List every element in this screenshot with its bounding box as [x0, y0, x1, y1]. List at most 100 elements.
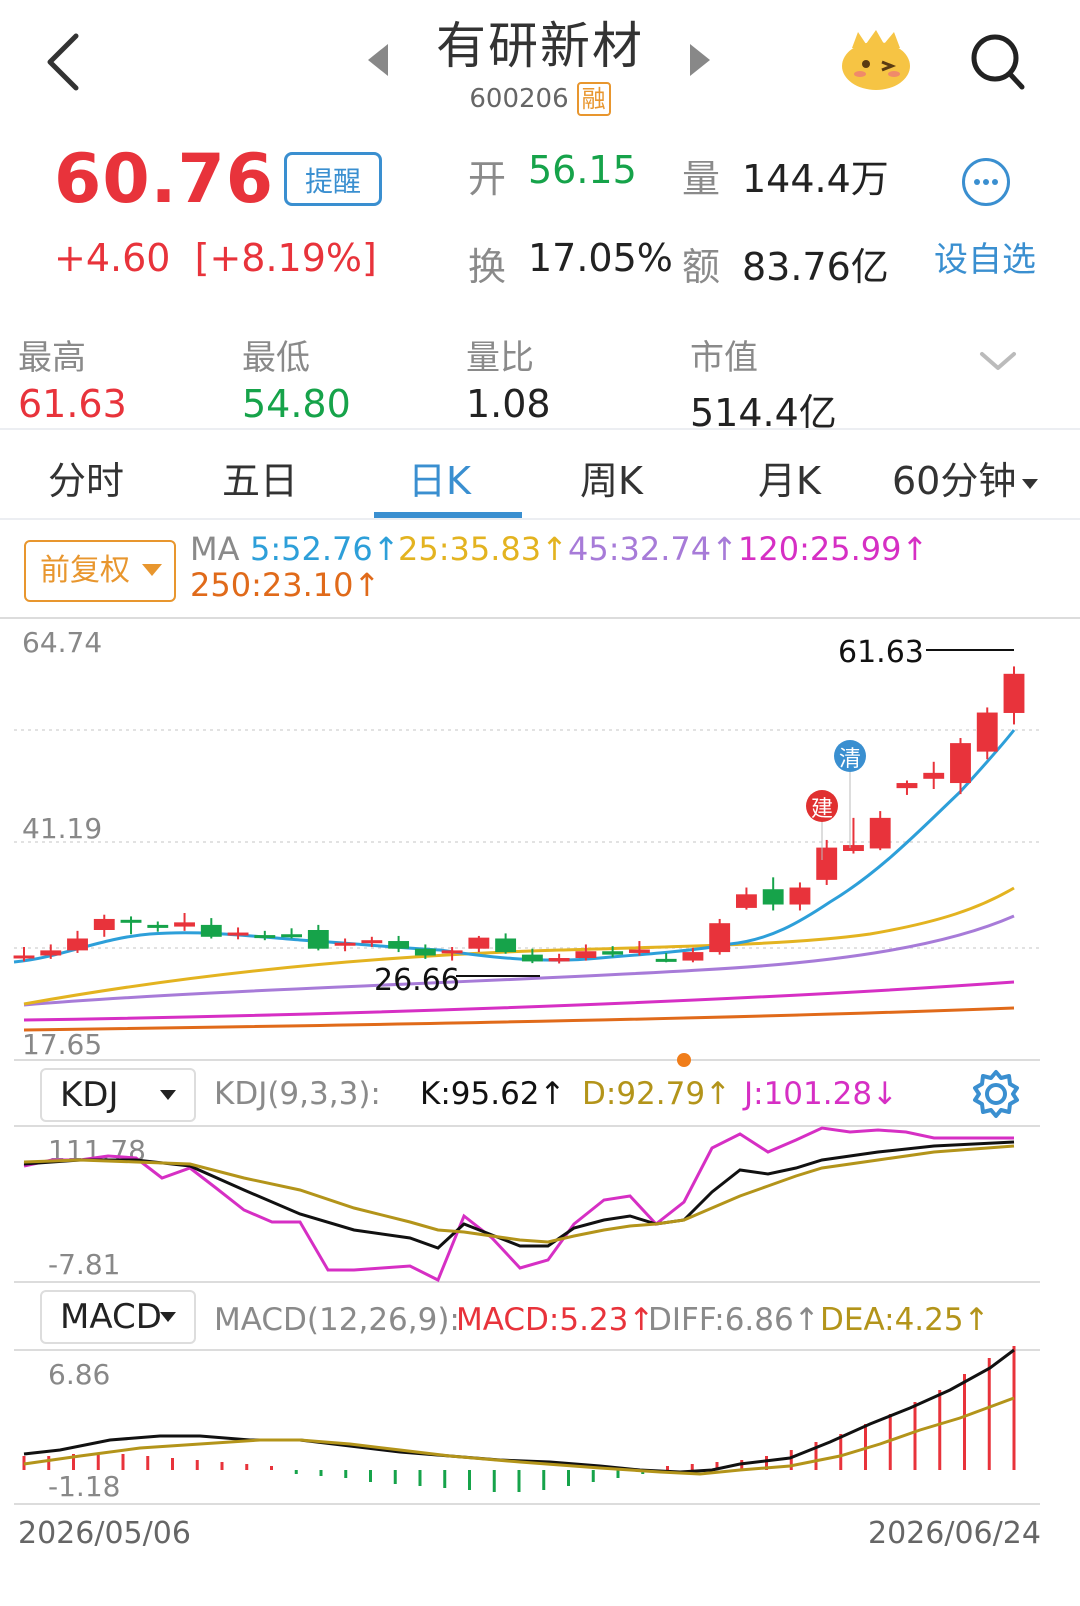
stat-high-value: 61.63 [18, 382, 127, 426]
candle-body [93, 918, 115, 930]
prev-stock-arrow-icon[interactable] [368, 44, 388, 76]
tab-monthly-k[interactable]: 月K [758, 459, 821, 503]
add-to-watchlist-button[interactable]: 设自选 [934, 240, 1036, 280]
candles-group [13, 666, 1025, 964]
search-icon[interactable] [968, 30, 1026, 92]
candle-body [388, 941, 410, 949]
ma120-line [23, 980, 1015, 1022]
indicator-settings-gear-icon[interactable] [970, 1068, 1022, 1120]
ma250-value: 250:23.10↑ [190, 566, 381, 604]
kdj-k-value: K:95.62↑ [420, 1076, 566, 1112]
price-adjust-dropdown[interactable]: 前复权 [24, 540, 176, 602]
candle-body [655, 958, 677, 962]
caret-down-icon [142, 564, 162, 576]
price-alert-button[interactable]: 提醒 [284, 152, 382, 206]
tab-60-minute[interactable]: 60分钟 [892, 450, 1039, 505]
ma45-line [23, 914, 1015, 1007]
open-value: 56.15 [528, 148, 637, 192]
stat-volume-ratio-label: 量比 [466, 338, 534, 378]
active-tab-indicator [374, 512, 522, 518]
build-marker-label: 建 [811, 797, 833, 822]
macd-indicator-dropdown[interactable]: MACD [40, 1290, 196, 1344]
stock-name: 有研新材 [436, 17, 644, 75]
turnover-label: 换 [468, 245, 507, 289]
next-stock-arrow-icon[interactable] [690, 44, 710, 76]
candle-body [869, 817, 891, 849]
event-dot[interactable] [677, 1053, 691, 1067]
mascot-icon[interactable] [838, 28, 914, 92]
change-amount: +4.60 [54, 236, 171, 280]
stat-low-label: 最低 [242, 338, 310, 378]
macd-y-bottom-label: -1.18 [48, 1470, 120, 1503]
macd-diff-line [23, 1348, 1015, 1474]
candle-body [628, 949, 650, 953]
current-price: 60.76 [54, 140, 275, 219]
candle-body [575, 951, 597, 959]
candle-body [174, 922, 195, 927]
kline-y-mid-label: 41.19 [22, 812, 102, 845]
stat-market-cap-value: 514.4亿 [690, 391, 837, 435]
candle-body [67, 938, 88, 951]
price-change: +4.60 [+8.19%] [54, 236, 377, 280]
candle-body [789, 887, 811, 905]
candle-body [495, 938, 517, 953]
candle-body [950, 743, 971, 784]
tab-five-day[interactable]: 五日 [222, 459, 299, 503]
margin-badge: 融 [576, 82, 611, 116]
macd-y-top-label: 6.86 [48, 1358, 110, 1391]
candle-body [281, 934, 303, 938]
build-position-marker[interactable]: 建 [806, 790, 838, 860]
candle-body [548, 958, 570, 962]
chevron-down-icon[interactable] [978, 346, 1018, 376]
kdj-y-bottom-label: -7.81 [48, 1248, 120, 1281]
kdj-j-value: J:101.28↓ [744, 1076, 899, 1112]
clear-position-marker[interactable]: 清 [834, 740, 866, 848]
tab-weekly-k[interactable]: 周K [580, 459, 643, 503]
kdj-j-line [23, 1126, 1014, 1283]
candle-body [227, 932, 249, 936]
candle-body [254, 935, 276, 939]
stat-volume-ratio-value: 1.08 [466, 382, 551, 426]
caret-down-icon [160, 1090, 176, 1100]
candle-body [200, 924, 222, 937]
candle-body [762, 889, 784, 905]
ma25-value: 25:35.83↑ [398, 530, 568, 568]
candle-body [843, 845, 864, 852]
candle-body [40, 950, 62, 956]
kdj-indicator-dropdown[interactable]: KDJ [40, 1068, 196, 1122]
volume-value: 144.4万 [742, 157, 889, 201]
candle-body [923, 772, 945, 779]
clear-marker-label: 清 [839, 747, 861, 772]
chart-start-date: 2026/05/06 [18, 1516, 191, 1551]
ma250-line [23, 1006, 1015, 1032]
volume-label: 量 [682, 157, 721, 201]
divider [0, 428, 1080, 430]
candle-body [602, 951, 624, 955]
tab-daily-k[interactable]: 日K [408, 459, 471, 503]
kdj-k-line [23, 1140, 1015, 1250]
stat-high-label: 最高 [18, 338, 86, 378]
back-arrow-icon[interactable] [42, 32, 86, 92]
candle-body [468, 937, 490, 949]
amount-label: 额 [682, 245, 721, 289]
tab-60-minute-label: 60分钟 [892, 459, 1017, 503]
macd-histogram [22, 1346, 1016, 1492]
candle-body [816, 847, 838, 880]
kdj-button-label: KDJ [60, 1075, 119, 1115]
candle-body [976, 712, 998, 752]
kline-y-top-label: 64.74 [22, 626, 102, 659]
more-options-icon[interactable] [962, 158, 1010, 206]
kdj-params: KDJ(9,3,3): [214, 1076, 381, 1112]
macd-button-label: MACD [60, 1297, 162, 1337]
candle-body [682, 952, 704, 961]
candle-body [414, 948, 436, 956]
candle-body [334, 942, 356, 946]
amount-value: 83.76亿 [742, 245, 889, 289]
kline-y-bottom-label: 17.65 [22, 1028, 102, 1061]
stat-low-value: 54.80 [242, 382, 351, 426]
candle-body [1003, 673, 1025, 713]
candle-body [709, 923, 731, 953]
candle-body [120, 919, 142, 923]
tab-intraday[interactable]: 分时 [48, 459, 125, 503]
ma25-line [23, 886, 1015, 1006]
